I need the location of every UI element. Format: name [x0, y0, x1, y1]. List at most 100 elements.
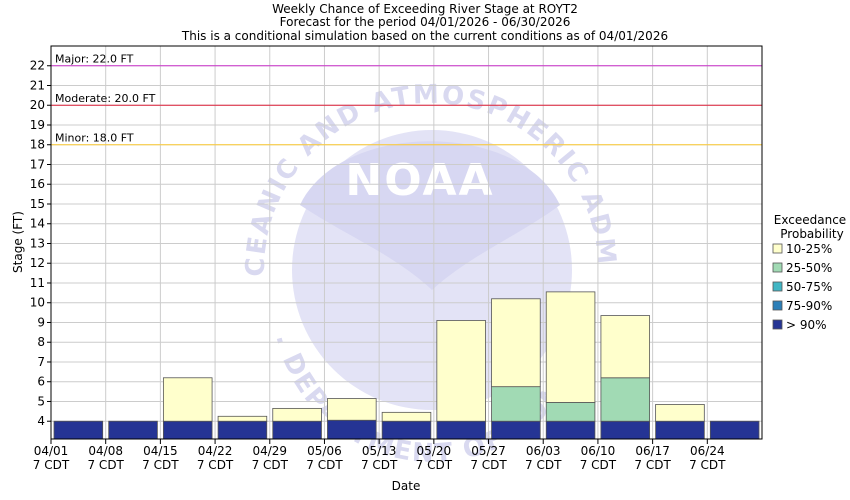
bar-04/29-gt90 — [272, 420, 322, 440]
y-tick-label-19: 19 — [30, 118, 45, 132]
bar-05/13-p10_25 — [381, 411, 432, 422]
y-tick-label-5: 5 — [37, 394, 45, 408]
y-tick-label-7: 7 — [37, 355, 45, 369]
legend-label-p75_90: 75-90% — [786, 299, 832, 313]
bar-05/27-p25_50 — [491, 386, 541, 422]
y-tick-label-9: 9 — [37, 315, 45, 329]
x-tick-sublabel-6: 7 CDT — [361, 458, 398, 472]
x-tick-label-4: 04/29 — [252, 444, 287, 458]
y-tick-label-18: 18 — [30, 138, 45, 152]
chart-subtitle-conditions: This is a conditional simulation based o… — [181, 29, 668, 43]
y-tick-label-11: 11 — [30, 276, 45, 290]
y-axis: 4 5 6 7 8 9 10 11 12 13 14 15 16 17 18 19 20 21 22 — [30, 59, 51, 428]
plot-frame — [50, 45, 763, 440]
legend-label-p25_50: 25-50% — [786, 261, 832, 275]
x-tick-sublabel-12: 7 CDT — [689, 458, 726, 472]
bar-05/13-gt90 — [381, 420, 432, 440]
bar-06/03-p25_50 — [545, 402, 596, 422]
x-tick-label-1: 04/08 — [88, 444, 123, 458]
x-tick-sublabel-10: 7 CDT — [580, 458, 617, 472]
x-tick-label-6: 05/13 — [362, 444, 397, 458]
bar-04/08-gt90 — [108, 420, 158, 440]
x-tick-label-7: 05/20 — [417, 444, 452, 458]
bar-05/06-gt90 — [327, 419, 377, 440]
legend-swatch-p25_50 — [772, 262, 783, 273]
x-tick-label-10: 06/10 — [581, 444, 616, 458]
x-tick-sublabel-0: 7 CDT — [33, 458, 70, 472]
legend-label-p50_75: 50-75% — [786, 280, 832, 294]
y-axis-label: Stage (FT) — [11, 211, 25, 273]
bar-06/03-gt90 — [545, 420, 596, 440]
x-tick-label-12: 06/24 — [690, 444, 725, 458]
bar-06/17-p10_25 — [655, 404, 705, 422]
y-tick-label-17: 17 — [30, 157, 45, 171]
x-tick-label-9: 06/03 — [526, 444, 561, 458]
bar-05/06-p10_25 — [327, 398, 377, 421]
y-tick-label-6: 6 — [37, 375, 45, 389]
y-tick-label-15: 15 — [30, 197, 45, 211]
bar-06/10-gt90 — [600, 420, 651, 440]
x-tick-sublabel-7: 7 CDT — [416, 458, 453, 472]
x-tick-sublabel-8: 7 CDT — [470, 458, 507, 472]
bar-05/27-p10_25 — [491, 298, 541, 388]
bar-05/20-gt90 — [436, 420, 486, 440]
bar-06/17-gt90 — [655, 420, 705, 440]
threshold-label-2: Minor: 18.0 FT — [55, 132, 134, 145]
x-axis-label: Date — [392, 479, 421, 493]
threshold-label-1: Moderate: 20.0 FT — [55, 92, 156, 105]
bar-04/15-p10_25 — [162, 377, 213, 422]
x-tick-sublabel-5: 7 CDT — [306, 458, 343, 472]
bar-04/22-p10_25 — [217, 415, 268, 422]
legend-title-line2: Probability — [780, 227, 843, 241]
chart-subtitle-period: Forecast for the period 04/01/2026 - 06/… — [280, 15, 571, 29]
chart-bars — [53, 291, 760, 440]
x-tick-label-8: 05/27 — [471, 444, 506, 458]
bar-06/03-p10_25 — [545, 291, 596, 403]
y-tick-label-20: 20 — [30, 98, 45, 112]
legend-label-gt90: > 90% — [786, 318, 827, 332]
legend-items: 10-25% 25-50% 50-75% 75-90% > 90% — [772, 242, 832, 332]
watermark-bird-shape — [300, 141, 560, 290]
x-tick-sublabel-9: 7 CDT — [525, 458, 562, 472]
bar-04/22-gt90 — [217, 420, 268, 440]
x-tick-sublabel-11: 7 CDT — [634, 458, 671, 472]
legend-swatch-p50_75 — [772, 281, 783, 292]
x-tick-label-2: 04/15 — [143, 444, 178, 458]
x-tick-sublabel-4: 7 CDT — [252, 458, 289, 472]
chart-title: Weekly Chance of Exceeding River Stage a… — [272, 2, 578, 16]
bar-04/29-p10_25 — [272, 407, 322, 422]
flood-thresholds: Major: 22.0 FT Moderate: 20.0 FT Minor: 18… — [51, 53, 762, 146]
y-tick-label-12: 12 — [30, 256, 45, 270]
bar-06/10-p10_25 — [600, 315, 651, 379]
legend: Exceedance Probability 10-25% 25-50% 50-75… — [772, 213, 846, 332]
x-tick-label-5: 05/06 — [307, 444, 342, 458]
legend-swatch-p10_25 — [772, 243, 783, 254]
x-tick-sublabel-2: 7 CDT — [142, 458, 179, 472]
bar-04/15-gt90 — [162, 420, 213, 440]
x-tick-sublabel-1: 7 CDT — [87, 458, 124, 472]
bar-06/24-gt90 — [709, 420, 760, 440]
legend-label-p10_25: 10-25% — [786, 242, 832, 256]
x-tick-label-0: 04/01 — [34, 444, 69, 458]
bar-06/10-p25_50 — [600, 377, 651, 422]
y-tick-label-4: 4 — [37, 414, 45, 428]
y-tick-label-8: 8 — [37, 335, 45, 349]
bar-05/27-gt90 — [491, 420, 541, 440]
x-tick-label-3: 04/22 — [198, 444, 233, 458]
y-tick-label-16: 16 — [30, 177, 45, 191]
y-tick-label-10: 10 — [30, 296, 45, 310]
legend-title-line1: Exceedance — [774, 213, 846, 227]
threshold-label-0: Major: 22.0 FT — [55, 53, 134, 66]
watermark-logo-text: NOAA — [345, 155, 494, 206]
chart-titles: Weekly Chance of Exceeding River Stage a… — [181, 2, 668, 43]
x-tick-sublabel-3: 7 CDT — [197, 458, 234, 472]
y-tick-label-22: 22 — [30, 59, 45, 73]
x-tick-label-11: 06/17 — [635, 444, 670, 458]
y-tick-label-21: 21 — [30, 78, 45, 92]
legend-swatch-p75_90 — [772, 300, 783, 311]
bar-05/20-p10_25 — [436, 320, 486, 422]
legend-swatch-gt90 — [772, 319, 783, 330]
bar-04/01-gt90 — [53, 420, 104, 440]
